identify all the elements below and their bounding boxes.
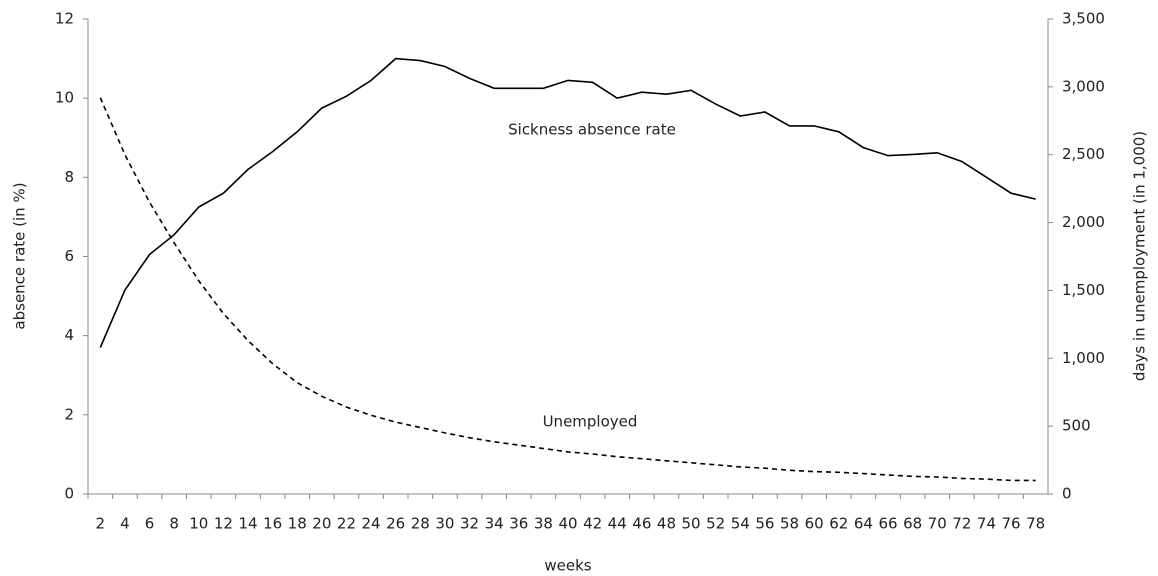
x-tick-label: 36 xyxy=(509,515,528,533)
y2-tick-label: 2,000 xyxy=(1062,213,1105,231)
series-line xyxy=(99,57,1036,348)
x-axis-label: weeks xyxy=(544,557,591,575)
x-tick-label: 62 xyxy=(829,515,848,533)
y2-tick-label: 500 xyxy=(1062,417,1091,435)
x-tick-label: 54 xyxy=(731,515,750,533)
y-tick-label: 12 xyxy=(55,10,74,28)
x-tick-label: 4 xyxy=(120,515,130,533)
x-tick-label: 44 xyxy=(608,515,627,533)
x-tick-label: 32 xyxy=(460,515,479,533)
x-tick-label: 66 xyxy=(878,515,897,533)
y2-tick-label: 2,500 xyxy=(1062,145,1105,163)
y-tick-label: 8 xyxy=(64,168,74,186)
x-tick-label: 46 xyxy=(632,515,651,533)
x-tick-label: 60 xyxy=(805,515,824,533)
x-tick-label: 52 xyxy=(706,515,725,533)
x-tick-label: 40 xyxy=(558,515,577,533)
x-tick-label: 2 xyxy=(96,515,106,533)
x-tick-label: 22 xyxy=(337,515,356,533)
x-tick-label: 20 xyxy=(312,515,331,533)
x-tick-label: 68 xyxy=(903,515,922,533)
y2-tick-label: 3,000 xyxy=(1062,77,1105,95)
y2-tick-label: 1,000 xyxy=(1062,349,1105,367)
series-label: Sickness absence rate xyxy=(508,121,676,139)
x-tick-label: 18 xyxy=(288,515,307,533)
x-tick-label: 70 xyxy=(928,515,947,533)
x-tick-label: 58 xyxy=(780,515,799,533)
x-tick-label: 26 xyxy=(386,515,405,533)
x-tick-label: 10 xyxy=(189,515,208,533)
y2-axis-label: days in unemployment (in 1,000) xyxy=(1131,131,1149,381)
x-tick-label: 8 xyxy=(169,515,179,533)
x-tick-label: 30 xyxy=(435,515,454,533)
x-tick-label: 28 xyxy=(411,515,430,533)
series-line xyxy=(99,97,1036,482)
x-tick-label: 56 xyxy=(755,515,774,533)
x-tick-label: 74 xyxy=(977,515,996,533)
x-tick-label: 50 xyxy=(682,515,701,533)
x-tick-label: 14 xyxy=(238,515,257,533)
x-tick-label: 78 xyxy=(1026,515,1045,533)
x-tick-label: 16 xyxy=(263,515,282,533)
y-tick-label: 6 xyxy=(64,247,74,265)
y-tick-label: 2 xyxy=(64,405,74,423)
x-tick-label: 76 xyxy=(1002,515,1021,533)
x-tick-label: 72 xyxy=(952,515,971,533)
y-tick-label: 0 xyxy=(64,485,74,503)
x-tick-label: 64 xyxy=(854,515,873,533)
y-tick-label: 10 xyxy=(55,89,74,107)
x-tick-label: 38 xyxy=(534,515,553,533)
x-tick-label: 24 xyxy=(362,515,381,533)
x-tick-label: 42 xyxy=(583,515,602,533)
x-tick-label: 48 xyxy=(657,515,676,533)
y-axis-label: absence rate (in %) xyxy=(11,182,29,329)
x-tick-label: 12 xyxy=(214,515,233,533)
y2-tick-label: 1,500 xyxy=(1062,281,1105,299)
y2-tick-label: 3,500 xyxy=(1062,10,1105,28)
y-tick-label: 4 xyxy=(64,326,74,344)
y2-tick-label: 0 xyxy=(1062,485,1072,503)
series-label: Unemployed xyxy=(543,413,638,431)
x-tick-label: 34 xyxy=(485,515,504,533)
x-tick-label: 6 xyxy=(145,515,155,533)
